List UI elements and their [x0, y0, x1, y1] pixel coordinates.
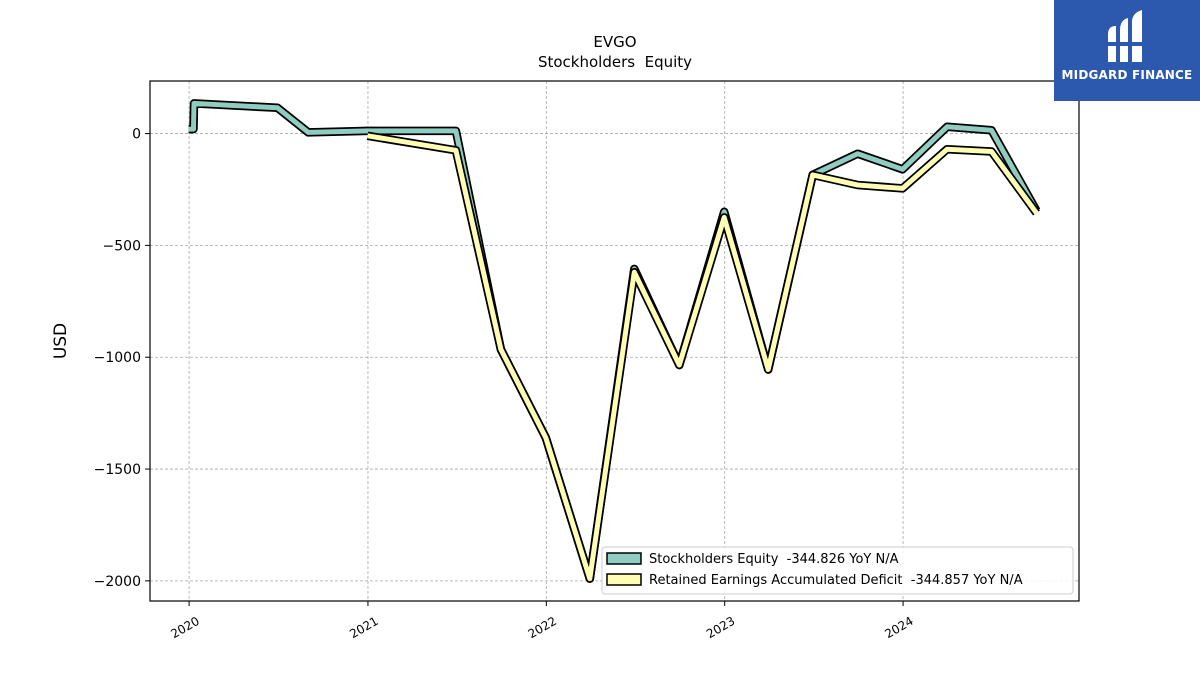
chart-title: EVGO	[593, 33, 636, 51]
series-layer	[188, 99, 1041, 583]
midgard-logo-icon	[1106, 10, 1146, 62]
plot-frame	[149, 80, 1080, 602]
series-line-0	[188, 100, 1039, 582]
legend-swatch-equity	[606, 552, 642, 565]
legend: Stockholders Equity -344.826 YoY N/A Ret…	[601, 546, 1074, 595]
x-tick-label: 2020	[168, 614, 201, 641]
legend-label-equity: Stockholders Equity -344.826 YoY N/A	[649, 552, 899, 567]
x-tick-label: 2021	[347, 614, 380, 641]
brand-name: MIDGARD FINANCE	[1061, 68, 1193, 82]
y-tick-label: −500	[103, 238, 141, 254]
series-outline-0	[188, 99, 1041, 583]
y-tick-label: 0	[132, 127, 141, 143]
x-tick-label: 2023	[704, 614, 737, 641]
legend-swatch-deficit	[606, 573, 642, 586]
legend-label-deficit: Retained Earnings Accumulated Deficit -3…	[649, 573, 1023, 588]
y-tick-label: −2000	[94, 574, 141, 590]
x-tick-label: 2022	[526, 614, 559, 641]
midgard-logo: MIDGARD FINANCE	[1054, 0, 1200, 101]
y-tick-label: −1500	[94, 462, 141, 478]
legend-box	[601, 546, 1074, 595]
chart-subtitle: Stockholders Equity	[538, 53, 692, 71]
series-line-1	[367, 133, 1039, 582]
y-tick-label: −1000	[94, 350, 141, 366]
grid-lines	[150, 81, 1079, 601]
y-axis-label: USD	[51, 323, 71, 359]
x-tick-label: 2024	[882, 614, 915, 641]
